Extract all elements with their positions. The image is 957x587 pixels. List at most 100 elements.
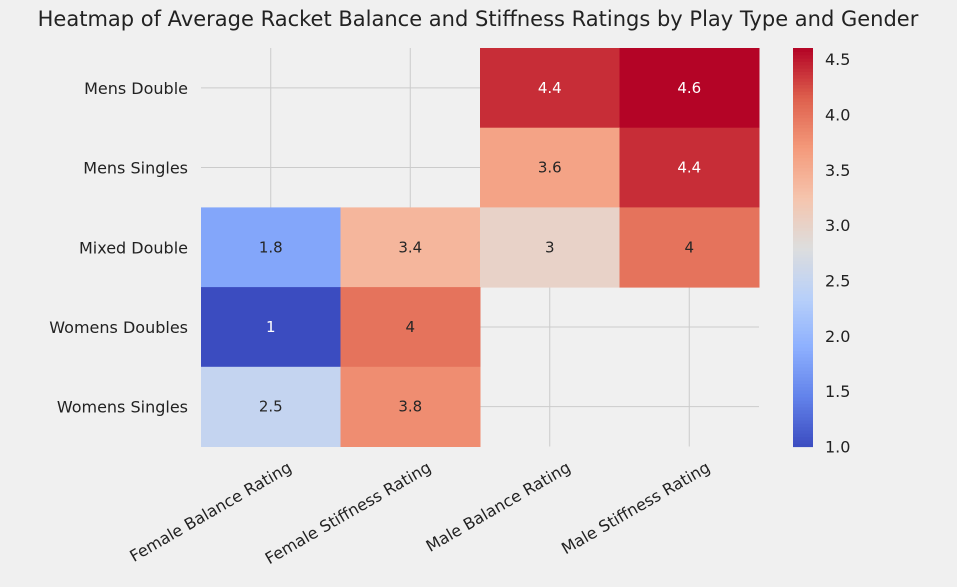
colorbar-segment: [793, 439, 813, 444]
colorbar-segment: [793, 51, 813, 56]
colorbar-segment: [793, 320, 813, 325]
colorbar-segment: [793, 81, 813, 86]
colorbar-segment: [793, 137, 813, 142]
colorbar-tick-label: 3.0: [825, 216, 850, 235]
y-tick-label: Mens Singles: [83, 159, 188, 178]
colorbar-segment: [793, 267, 813, 272]
colorbar-segment: [793, 253, 813, 258]
colorbar-segment: [793, 400, 813, 404]
cell-value-label: 4.6: [677, 79, 701, 97]
colorbar-segment: [793, 396, 813, 401]
colorbar-segment: [793, 157, 813, 162]
colorbar-segment: [793, 323, 813, 328]
colorbar-segment: [793, 200, 813, 205]
colorbar-segment: [793, 350, 813, 355]
colorbar-segment: [793, 131, 813, 135]
heatmap-cell: [201, 366, 341, 447]
colorbar-segment: [793, 67, 813, 72]
colorbar-segment: [793, 370, 813, 375]
colorbar-segment: [793, 406, 813, 411]
colorbar-segment: [793, 287, 813, 292]
y-tick-labels: Mens Double Mens Singles Mixed Double Women…: [49, 79, 188, 417]
colorbar-segment: [793, 233, 813, 238]
colorbar-segment: [793, 117, 813, 122]
colorbar-segment: [793, 373, 813, 378]
x-tick-label: Male Balance Rating: [423, 458, 574, 556]
colorbar-segment: [793, 227, 813, 232]
cell-value-label: 4: [405, 318, 415, 336]
heatmap-cell: [340, 366, 481, 447]
colorbar-segment: [793, 101, 813, 106]
colorbar-segment: [793, 91, 813, 96]
colorbar-segment: [793, 107, 813, 112]
chart-title: Heatmap of Average Racket Balance and St…: [38, 7, 919, 31]
colorbar-segment: [793, 147, 813, 152]
colorbar-segment: [793, 64, 813, 69]
colorbar-segment: [793, 121, 813, 125]
heatmap-cell: [619, 48, 760, 129]
colorbar-segment: [793, 217, 813, 222]
colorbar-segment: [793, 207, 813, 212]
colorbar-segment: [793, 197, 813, 202]
colorbar-segment: [793, 413, 813, 418]
colorbar-segment: [793, 300, 813, 305]
colorbar-segment: [793, 303, 813, 308]
colorbar-segment: [793, 48, 813, 52]
colorbar-segment: [793, 386, 813, 391]
colorbar-segment: [793, 134, 813, 139]
colorbar-segment: [793, 71, 813, 76]
cell-value-label: 1.8: [259, 238, 283, 256]
colorbar-segment: [793, 84, 813, 89]
colorbar-segment: [793, 250, 813, 255]
colorbar-segment: [793, 220, 813, 225]
heatmap-cell: [619, 207, 760, 288]
colorbar-segment: [793, 243, 813, 248]
colorbar-segment: [793, 247, 813, 252]
colorbar-segment: [793, 383, 813, 388]
colorbar-segment: [793, 310, 813, 315]
heatmap-cell: [340, 207, 481, 288]
colorbar-segment: [793, 343, 813, 348]
colorbar-segment: [793, 194, 813, 199]
colorbar-tick-label: 2.5: [825, 271, 850, 290]
colorbar-segment: [793, 263, 813, 268]
y-tick-label: Womens Doubles: [49, 318, 188, 337]
colorbar-segment: [793, 230, 813, 235]
colorbar-segment: [793, 366, 813, 371]
colorbar-segment: [793, 154, 813, 159]
colorbar-segment: [793, 114, 813, 119]
colorbar-segment: [793, 260, 813, 265]
heatmap-cell: [201, 207, 341, 288]
colorbar-segment: [793, 336, 813, 341]
colorbar-segment: [793, 409, 813, 414]
colorbar-segment: [793, 419, 813, 424]
colorbar-segment: [793, 436, 813, 441]
colorbar-segment: [793, 61, 813, 66]
heatmap-cell: [480, 48, 620, 129]
colorbar-segment: [793, 160, 813, 165]
colorbar-segment: [793, 380, 813, 385]
colorbar-segment: [793, 270, 813, 275]
colorbar-segment: [793, 87, 813, 92]
colorbar-segment: [793, 340, 813, 345]
colorbar-segment: [793, 316, 813, 321]
colorbar-segment: [793, 326, 813, 331]
colorbar-segment: [793, 416, 813, 421]
colorbar-segment: [793, 390, 813, 394]
colorbar-tick-label: 3.5: [825, 161, 850, 180]
colorbar-segment: [793, 423, 813, 428]
colorbar-segment: [793, 164, 813, 169]
colorbar-segment: [793, 376, 813, 381]
colorbar-segment: [793, 280, 813, 285]
colorbar-tick-label: 1.0: [825, 438, 850, 457]
colorbar-segment: [793, 187, 813, 192]
colorbar-segment: [793, 124, 813, 129]
colorbar-segment: [793, 184, 813, 189]
cell-value-label: 3.4: [398, 238, 422, 256]
cell-value-label: 4.4: [677, 159, 701, 177]
colorbar-segment: [793, 127, 813, 132]
colorbar-segment: [793, 214, 813, 218]
x-tick-label: Male Stiffness Rating: [558, 458, 713, 559]
heatmap-cell: [480, 127, 620, 208]
